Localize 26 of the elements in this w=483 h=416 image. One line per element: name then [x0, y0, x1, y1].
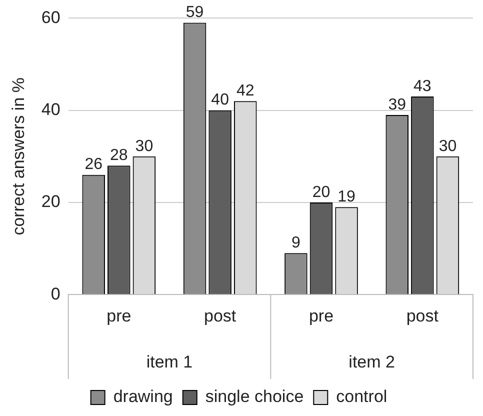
data-label: 43	[414, 78, 432, 95]
data-label: 30	[438, 138, 457, 155]
text: item 2	[348, 352, 395, 372]
x-tick-label: pre	[106, 306, 132, 326]
text: item 1	[146, 352, 193, 372]
data-label: 9	[291, 234, 300, 252]
data-label: 39	[388, 96, 406, 114]
legend-label: single choice	[205, 387, 304, 406]
legend-label: control	[336, 387, 388, 406]
data-label: 19	[338, 188, 356, 206]
data-label: 42	[236, 82, 254, 100]
data-label: 26	[84, 156, 103, 174]
y-tick-label: 20	[41, 192, 60, 212]
data-label: 30	[135, 138, 154, 155]
legend-label: drawing	[113, 387, 173, 406]
y-tick-label: 40	[41, 100, 60, 120]
x-tick-label: post	[406, 306, 439, 326]
data-label: 28	[110, 147, 128, 164]
data-label: 20	[312, 184, 330, 201]
data-label: 59	[186, 4, 204, 22]
data-label: 40	[211, 92, 230, 109]
y-tick-label: 0	[50, 284, 60, 304]
y-axis-title: correct answers in %	[8, 78, 28, 236]
x-tick-label: pre	[308, 306, 334, 326]
y-tick-label: 60	[41, 8, 60, 27]
x-tick-label: post	[204, 306, 236, 326]
